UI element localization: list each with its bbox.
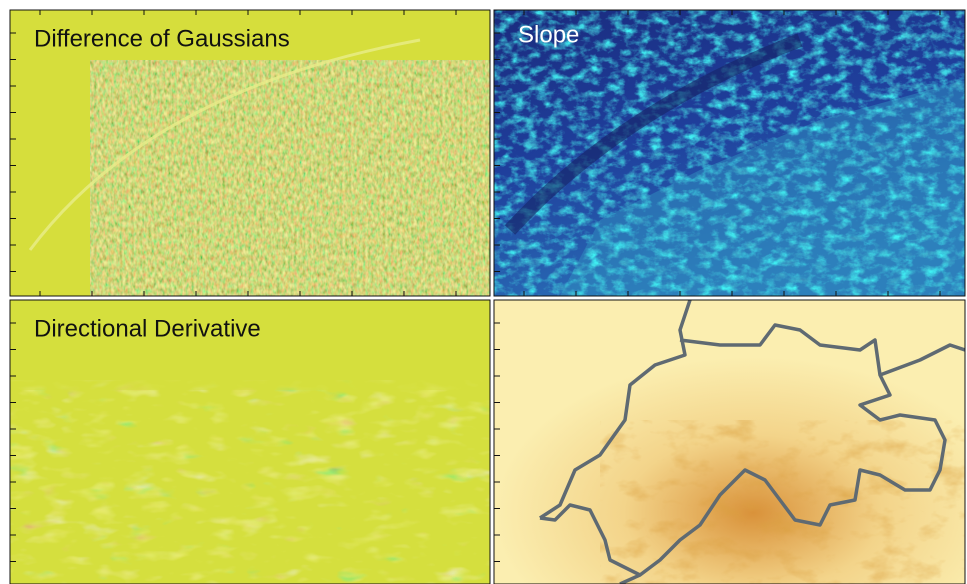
panel-title: Slope	[518, 21, 579, 48]
derivative-panel	[10, 300, 490, 584]
panel-title: Directional Derivative	[34, 315, 261, 342]
page: {"panels": [ {"title": "Difference of Ga…	[0, 0, 967, 584]
slope-panel	[494, 10, 965, 296]
panel-title: Difference of Gaussians	[34, 25, 290, 52]
figure: Difference of Gaussians Slope Directiona…	[0, 0, 967, 584]
dog-panel	[10, 10, 490, 296]
elevation-panel	[494, 300, 965, 584]
